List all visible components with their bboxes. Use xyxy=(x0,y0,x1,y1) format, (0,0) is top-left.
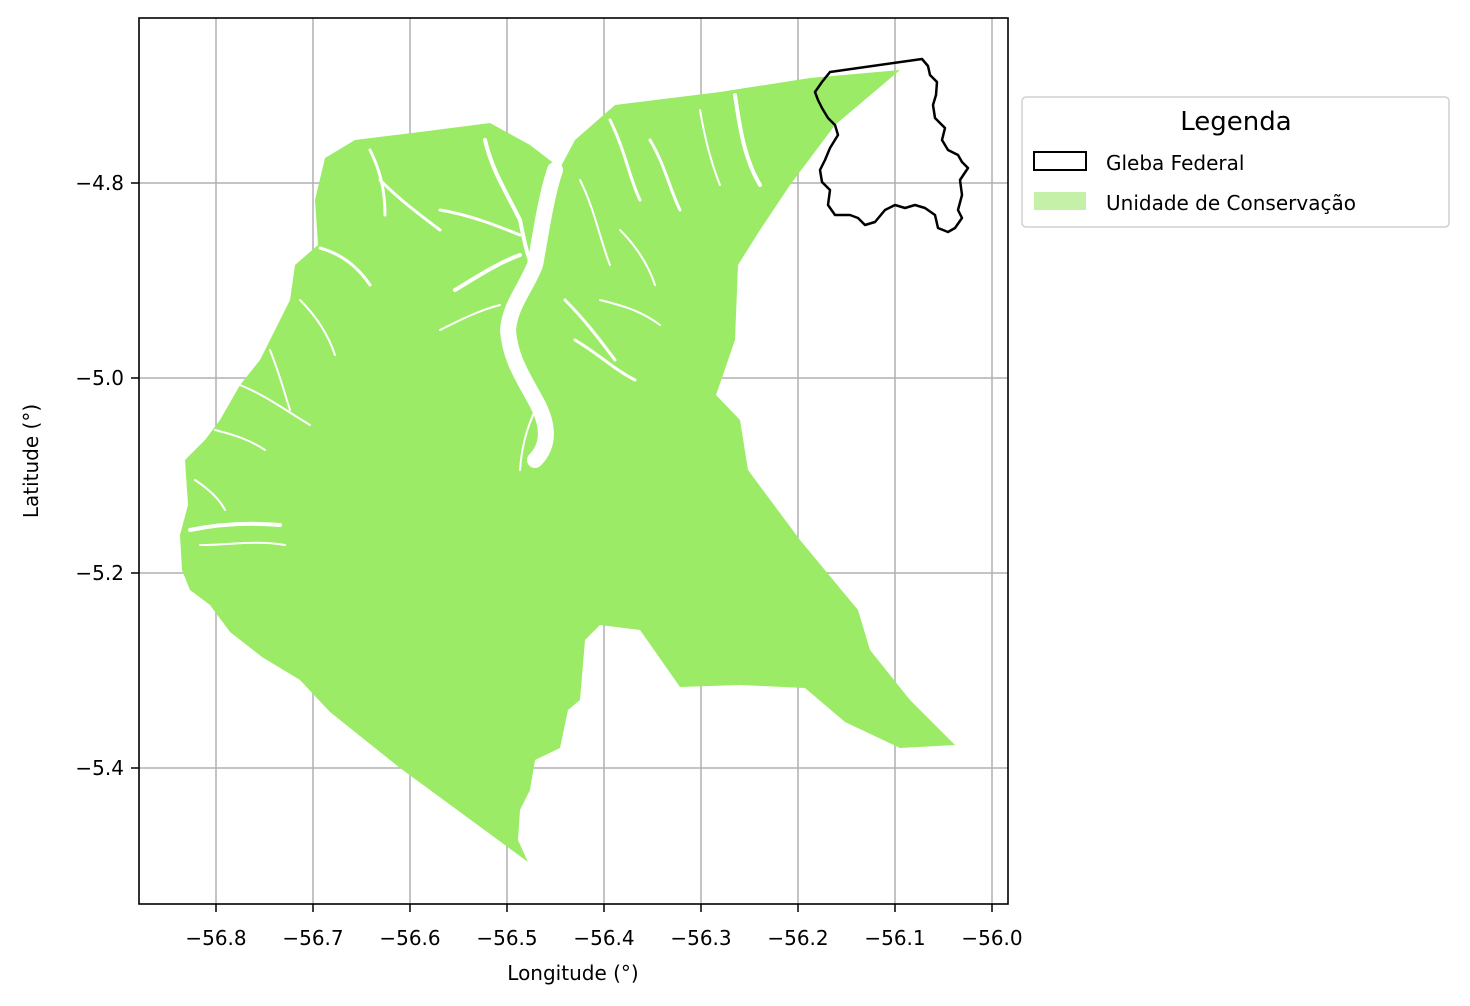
river-branch xyxy=(519,399,541,471)
y-tick-label: −5.0 xyxy=(75,366,124,390)
river-branch xyxy=(269,349,291,411)
river-branch xyxy=(733,93,762,187)
river-branch xyxy=(563,298,617,362)
river-branch xyxy=(579,179,611,266)
legend-title: Legenda xyxy=(1180,107,1291,137)
river-branch xyxy=(214,429,266,451)
x-tick-label: −56.4 xyxy=(573,926,634,950)
x-tick-label: −56.2 xyxy=(767,926,828,950)
river-branch xyxy=(608,118,642,202)
river-branch xyxy=(699,109,721,186)
river-branch xyxy=(438,208,522,237)
river-branch xyxy=(299,299,336,356)
legend: Legenda Gleba Federal Unidade de Conserv… xyxy=(1021,96,1450,228)
y-tick-label: −5.2 xyxy=(75,561,124,585)
river-branch xyxy=(368,148,387,217)
x-tick-label: −56.5 xyxy=(476,926,537,950)
river-branch xyxy=(318,246,372,287)
river-branch xyxy=(599,299,661,326)
river-branch xyxy=(194,479,226,511)
y-tick-labels: −4.8 −5.0 −5.2 −5.4 xyxy=(75,171,124,780)
x-tick-label: −56.3 xyxy=(670,926,731,950)
river-branch xyxy=(439,304,501,331)
river-branch xyxy=(619,229,656,286)
y-tick-marks xyxy=(131,182,139,769)
river-branch xyxy=(648,138,682,212)
conservation-unit-area xyxy=(180,70,955,862)
x-tick-label: −56.7 xyxy=(282,926,343,950)
federal-gleba-outline xyxy=(813,57,970,234)
river-branch xyxy=(188,521,282,532)
river-branch xyxy=(453,253,522,292)
legend-swatch-conservation xyxy=(1034,192,1086,210)
river-branch xyxy=(199,541,286,546)
legend-swatch-gleba xyxy=(1033,151,1087,171)
y-tick-label: −5.4 xyxy=(75,756,124,780)
river-branch xyxy=(573,338,637,382)
river-network xyxy=(188,93,762,546)
x-axis-label: Longitude (°) xyxy=(507,961,638,985)
y-tick-label: −4.8 xyxy=(75,171,124,195)
legend-box xyxy=(1021,96,1450,228)
legend-label-conservation: Unidade de Conservação xyxy=(1106,191,1356,215)
river-branch xyxy=(483,138,537,272)
x-tick-marks xyxy=(215,904,993,912)
axes-frame xyxy=(138,17,1009,905)
river-branch xyxy=(378,178,442,232)
x-tick-label: −56.0 xyxy=(961,926,1022,950)
x-tick-label: −56.8 xyxy=(185,926,246,950)
y-axis-label: Latitude (°) xyxy=(19,404,43,518)
x-tick-label: −56.1 xyxy=(864,926,925,950)
main-river-channel xyxy=(499,162,563,468)
x-tick-labels: −56.8 −56.7 −56.6 −56.5 −56.4 −56.3 −56.… xyxy=(185,926,1022,950)
river-branch xyxy=(239,384,311,426)
legend-label-gleba: Gleba Federal xyxy=(1106,151,1244,175)
x-tick-label: −56.6 xyxy=(379,926,440,950)
